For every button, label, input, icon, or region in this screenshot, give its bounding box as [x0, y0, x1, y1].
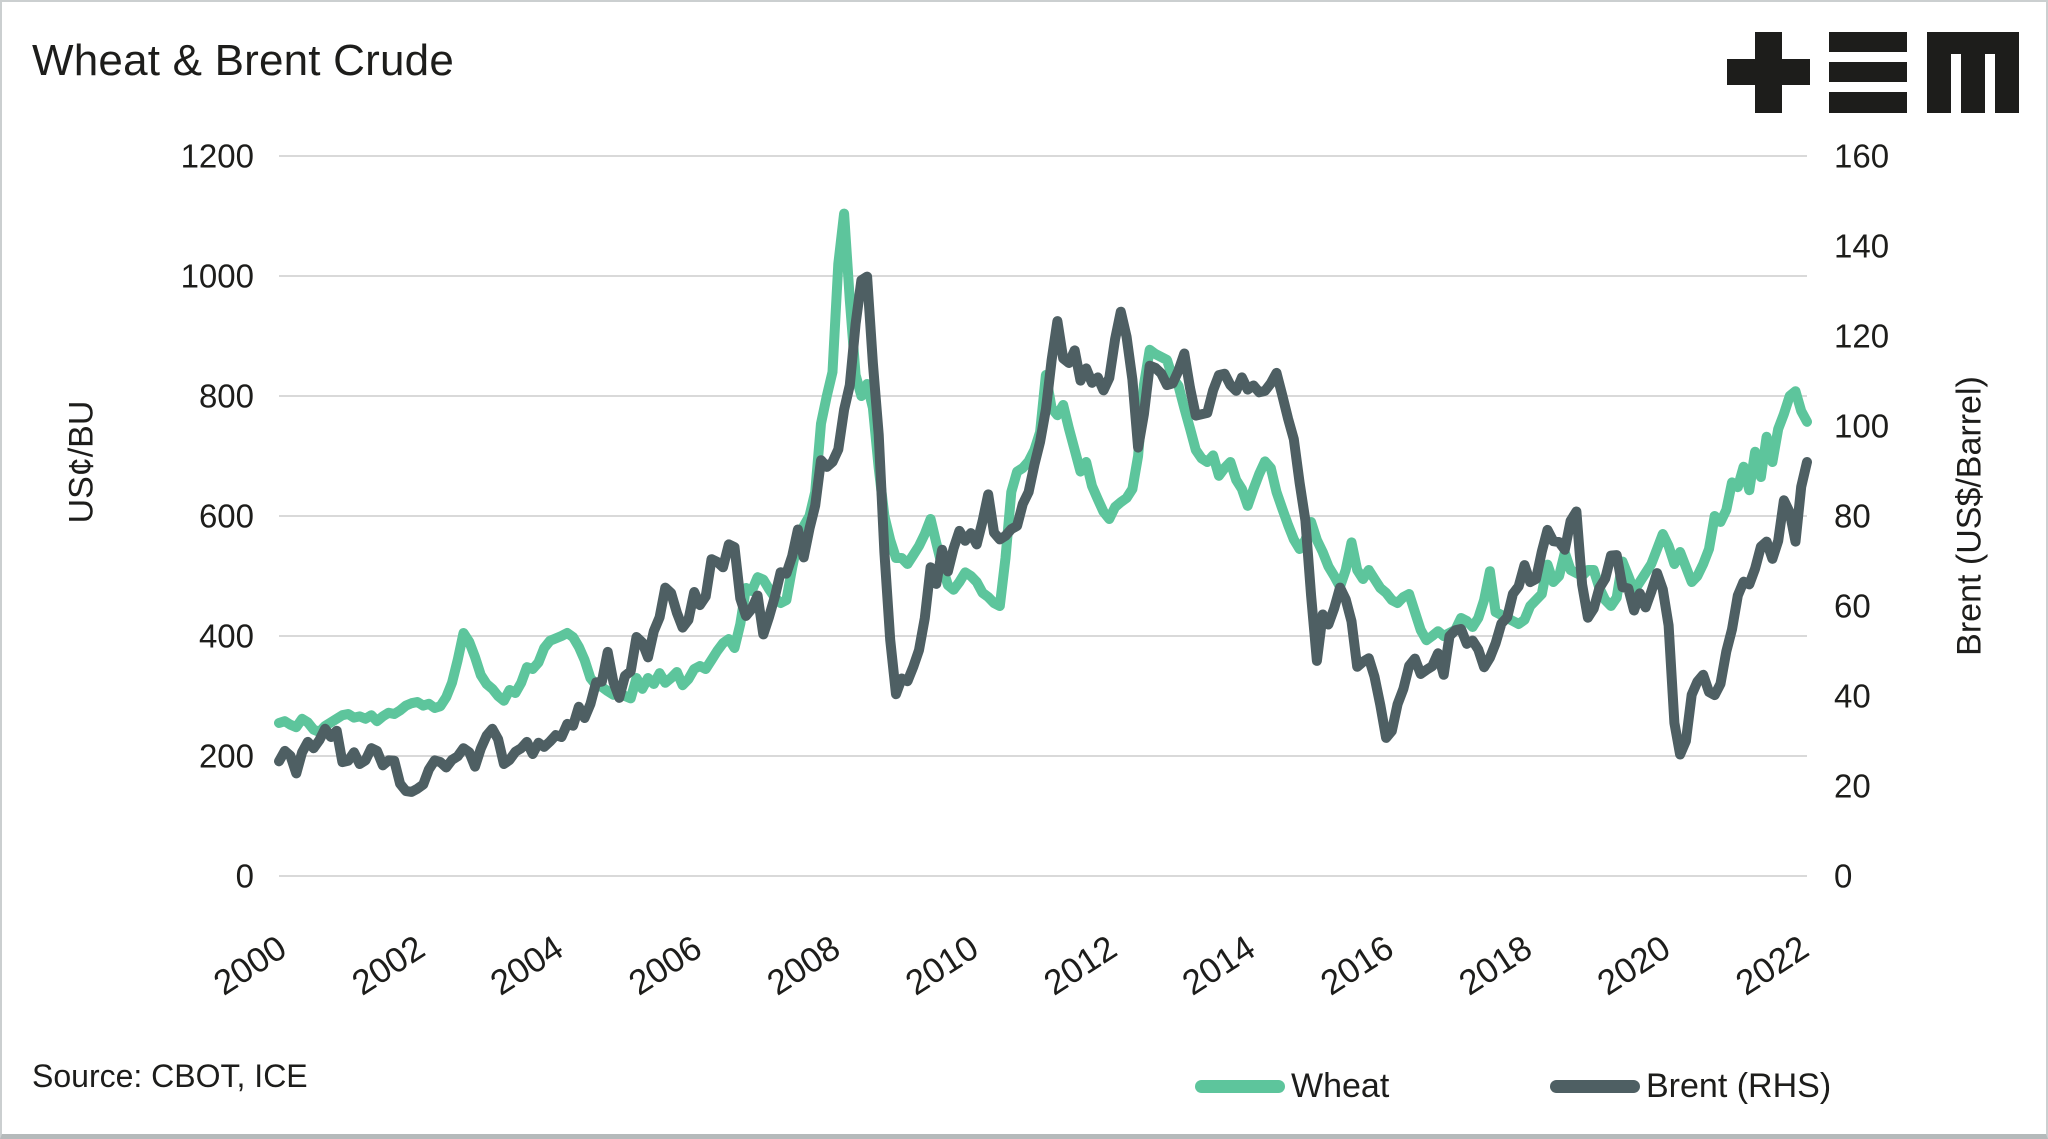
x-tick-2016: 2016: [1314, 928, 1401, 1003]
left-tick-1000: 1000: [181, 258, 254, 295]
wheat-line-swatch: [1195, 1079, 1285, 1093]
x-tick-2014: 2014: [1176, 928, 1263, 1003]
right-axis-tick-labels: 0 20 40 60 80 100 120 140 160: [1834, 138, 1889, 895]
right-tick-0: 0: [1834, 858, 1852, 895]
x-tick-2010: 2010: [899, 928, 986, 1003]
legend: Wheat Brent (RHS): [1195, 1064, 1895, 1108]
x-tick-2004: 2004: [484, 928, 571, 1003]
series-line-brent-rhs: [274, 271, 1812, 797]
left-tick-1200: 1200: [181, 138, 254, 175]
right-tick-40: 40: [1834, 678, 1871, 715]
source-note: Source: CBOT, ICE: [32, 1058, 308, 1094]
x-axis-tick-labels: 2000 2002 2004 2006 2008 2010 2012 2014 2016 2018…: [207, 928, 1816, 1003]
x-tick-2012: 2012: [1037, 928, 1124, 1003]
right-tick-160: 160: [1834, 138, 1889, 175]
right-tick-100: 100: [1834, 408, 1889, 445]
x-tick-2022: 2022: [1729, 928, 1816, 1003]
series-line-wheat: [274, 208, 1812, 737]
legend-item-wheat: Wheat: [1195, 1064, 1389, 1108]
x-tick-2002: 2002: [345, 928, 432, 1003]
plus-icon: [1727, 32, 1810, 113]
block-m-icon: [1927, 32, 2019, 113]
brent-line-swatch: [1550, 1079, 1640, 1093]
left-tick-800: 800: [199, 378, 254, 415]
x-tick-2000: 2000: [207, 928, 294, 1003]
brand-logo: [1727, 32, 2019, 113]
left-tick-200: 200: [199, 738, 254, 775]
left-tick-600: 600: [199, 498, 254, 535]
right-tick-140: 140: [1834, 228, 1889, 265]
triple-bar-icon: [1829, 32, 1907, 113]
data-series: [274, 208, 1812, 797]
x-tick-2018: 2018: [1452, 928, 1539, 1003]
legend-label-wheat: Wheat: [1291, 1066, 1390, 1105]
left-tick-400: 400: [199, 618, 254, 655]
legend-item-brent: Brent (RHS): [1550, 1064, 1831, 1108]
left-tick-0: 0: [236, 858, 254, 895]
legend-label-brent: Brent (RHS): [1646, 1066, 1832, 1105]
right-tick-80: 80: [1834, 498, 1871, 535]
right-tick-60: 60: [1834, 588, 1871, 625]
x-tick-2008: 2008: [760, 928, 847, 1003]
left-axis-title: US¢/BU: [62, 400, 101, 524]
left-axis-tick-labels: 0 200 400 600 800 1000 1200: [181, 138, 254, 895]
right-tick-120: 120: [1834, 318, 1889, 355]
right-tick-20: 20: [1834, 768, 1871, 805]
x-tick-2006: 2006: [622, 928, 709, 1003]
right-axis-title: Brent (US$/Barrel): [1950, 376, 1989, 656]
gridlines: [279, 155, 1807, 877]
page-title: Wheat & Brent Crude: [32, 36, 454, 85]
x-tick-2020: 2020: [1591, 928, 1678, 1003]
